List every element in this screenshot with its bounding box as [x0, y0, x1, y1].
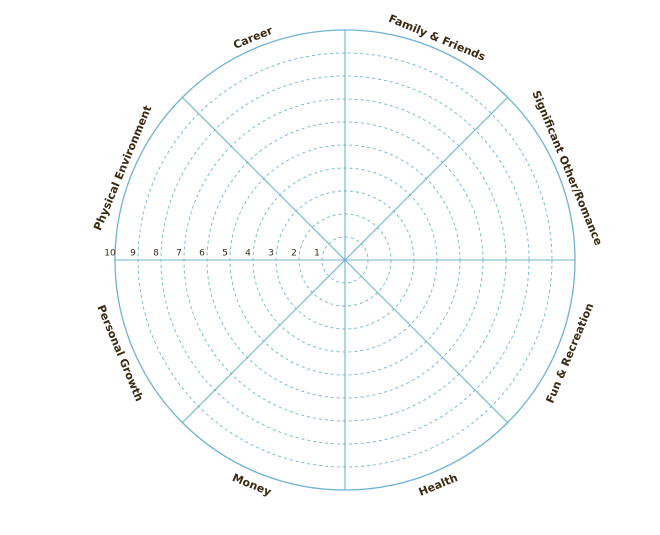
scale-label: 8 [153, 249, 159, 259]
scale-label: 5 [222, 249, 228, 259]
scale-label: 2 [291, 249, 297, 259]
scale-label: 6 [199, 249, 205, 259]
scale-label: 10 [104, 249, 116, 259]
scale-label: 1 [314, 249, 320, 259]
segment-label: Health [417, 471, 460, 499]
scale-label: 3 [268, 249, 274, 259]
segment-label: Personal Growth [94, 303, 145, 403]
segment-label: Fun & Recreation [543, 301, 596, 405]
segment-label: Significant Other/Romance [529, 89, 605, 248]
segment-label: Physical Environment [91, 104, 154, 233]
segment-label: Family & Friends [387, 12, 488, 64]
segment-label: Career [231, 24, 275, 52]
scale-label: 9 [130, 249, 136, 259]
segment-label: Money [230, 471, 273, 499]
scale-label: 7 [176, 249, 182, 259]
spoke [181, 96, 509, 424]
scale-label: 4 [245, 249, 251, 259]
